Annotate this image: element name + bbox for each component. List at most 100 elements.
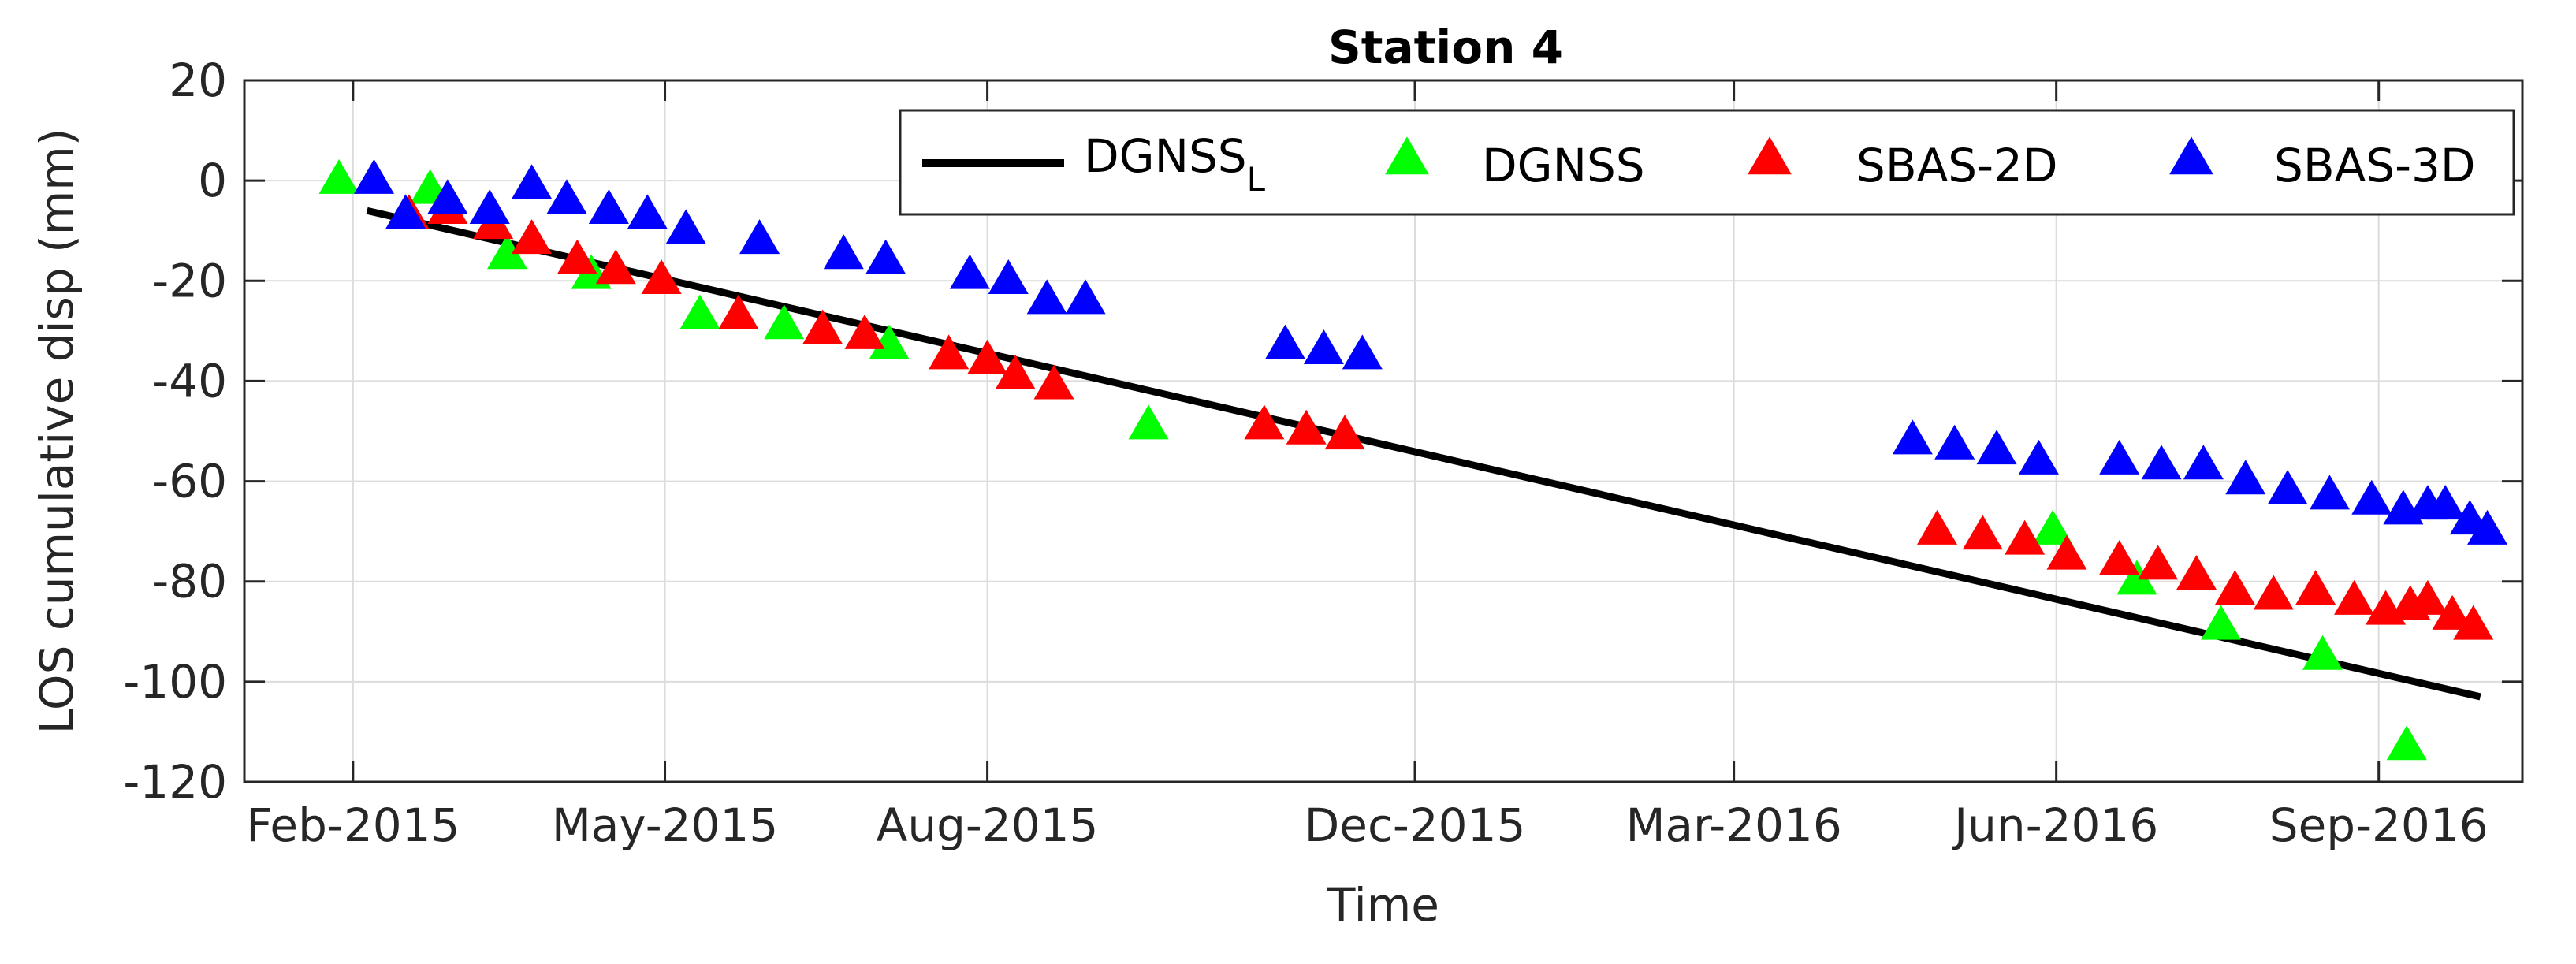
marker-sbas-3d (2467, 509, 2508, 545)
marker-sbas-3d (1303, 329, 1344, 365)
marker-dgnss (2302, 635, 2343, 670)
y-tick-label: 0 (198, 154, 227, 207)
marker-sbas-3d (385, 194, 426, 229)
marker-sbas-3d (665, 209, 706, 244)
marker-sbas-3d (2099, 439, 2140, 475)
marker-sbas-3d (512, 164, 553, 199)
marker-sbas-2d (967, 339, 1008, 374)
marker-sbas-3d (1026, 279, 1067, 315)
x-tick-label: Jun-2016 (1952, 798, 2158, 852)
plot-frame (243, 79, 2524, 783)
marker-sbas-3d (823, 234, 864, 270)
marker-sbas-2d (929, 334, 970, 370)
marker-sbas-3d (2018, 439, 2059, 475)
y-tick-label: -80 (152, 555, 227, 609)
x-tick-label: Sep-2016 (2269, 798, 2489, 852)
marker-sbas-2d (2432, 594, 2473, 630)
legend-label-dgnss-l-sub: L (1247, 160, 1266, 199)
y-tick-label: -40 (152, 354, 227, 408)
y-tick-label: -120 (123, 755, 227, 809)
marker-sbas-3d (739, 219, 780, 255)
marker-sbas-2d (2176, 555, 2217, 590)
x-tick-label: Dec-2015 (1305, 798, 1526, 852)
axis-ticks: Feb-2015 May-2015 Aug-2015 Dec-2015 Mar-2016… (123, 54, 2522, 852)
marker-sbas-2d (2099, 540, 2140, 575)
marker-sbas-2d (844, 314, 885, 349)
marker-sbas-3d (949, 254, 990, 289)
marker-dgnss (679, 294, 720, 329)
marker-sbas-2d (2138, 545, 2179, 580)
x-tick-label: May-2015 (552, 798, 778, 852)
marker-dgnss (869, 324, 910, 359)
legend-marker-dgnss (1385, 136, 1429, 175)
marker-sbas-3d (546, 179, 587, 214)
y-tick-label: 20 (169, 54, 227, 107)
y-tick-label: -100 (123, 655, 227, 709)
marker-sbas-3d (1264, 324, 1306, 359)
marker-sbas-3d (1976, 430, 2017, 465)
legend-label-dgnss-l: DGNSSL (1084, 129, 1266, 199)
marker-dgnss (1128, 404, 1169, 440)
marker-sbas-3d (1934, 424, 1975, 460)
series-line-dgnss-l (366, 207, 2481, 701)
marker-sbas-2d (2453, 605, 2494, 640)
marker-sbas-2d (2334, 579, 2375, 615)
legend-marker-sbas-2d (1748, 136, 1792, 175)
marker-sbas-2d (641, 259, 682, 295)
marker-dgnss (2116, 560, 2157, 595)
marker-sbas-3d (1065, 279, 1106, 315)
marker-sbas-2d (718, 294, 759, 329)
fit-line-layer (366, 207, 2481, 701)
legend-box (899, 109, 2515, 216)
y-axis-label: LOS cumulative disp (mm) (30, 128, 84, 735)
marker-sbas-2d (1033, 364, 1074, 400)
marker-sbas-3d (2351, 479, 2392, 515)
marker-dgnss (2201, 605, 2242, 640)
marker-sbas-3d (427, 179, 468, 214)
marker-sbas-2d (995, 354, 1036, 389)
legend-label-dgnss: DGNSS (1482, 139, 1645, 192)
marker-sbas-2d (1244, 404, 1285, 440)
marker-sbas-2d (2214, 570, 2255, 605)
marker-sbas-2d (2295, 570, 2336, 605)
marker-sbas-3d (1892, 419, 1933, 455)
marker-sbas-3d (353, 158, 395, 194)
marker-sbas-3d (988, 259, 1029, 295)
marker-sbas-2d (595, 249, 636, 285)
marker-sbas-2d (1916, 509, 1958, 545)
marker-sbas-3d (865, 239, 906, 274)
marker-sbas-3d (2141, 445, 2182, 480)
marker-sbas-2d (2046, 534, 2087, 570)
marker-sbas-2d (1962, 515, 2003, 550)
marker-sbas-3d (2267, 470, 2308, 505)
marker-dgnss (2386, 725, 2427, 761)
marker-sbas-2d (2407, 579, 2448, 615)
x-tick-label: Feb-2015 (246, 798, 460, 852)
marker-layer (318, 158, 2508, 761)
marker-sbas-2d (2253, 575, 2294, 610)
marker-sbas-2d (512, 219, 553, 255)
marker-sbas-3d (588, 189, 629, 225)
marker-sbas-3d (627, 194, 668, 229)
legend-label-dgnss-l-main: DGNSS (1084, 129, 1247, 183)
marker-dgnss (764, 304, 805, 340)
marker-sbas-3d (2309, 475, 2350, 510)
marker-sbas-3d (2225, 460, 2266, 495)
marker-sbas-3d (469, 189, 510, 225)
marker-dgnss (486, 234, 527, 270)
legend-label-sbas-2d: SBAS-2D (1856, 139, 2058, 192)
x-tick-label: Aug-2015 (877, 798, 1099, 852)
marker-sbas-3d (2183, 445, 2224, 480)
marker-sbas-2d (557, 239, 597, 274)
legend-marker-sbas-3d (2169, 136, 2213, 175)
legend: DGNSSL DGNSS SBAS-2D SBAS-3D (899, 109, 2515, 216)
y-tick-label: -20 (152, 254, 227, 307)
marker-sbas-3d (2425, 485, 2466, 520)
marker-sbas-3d (1342, 334, 1383, 370)
marker-sbas-2d (2005, 519, 2046, 555)
legend-label-sbas-3d: SBAS-3D (2274, 139, 2476, 192)
chart-title: Station 4 (1328, 20, 1563, 74)
marker-sbas-2d (1324, 415, 1365, 450)
